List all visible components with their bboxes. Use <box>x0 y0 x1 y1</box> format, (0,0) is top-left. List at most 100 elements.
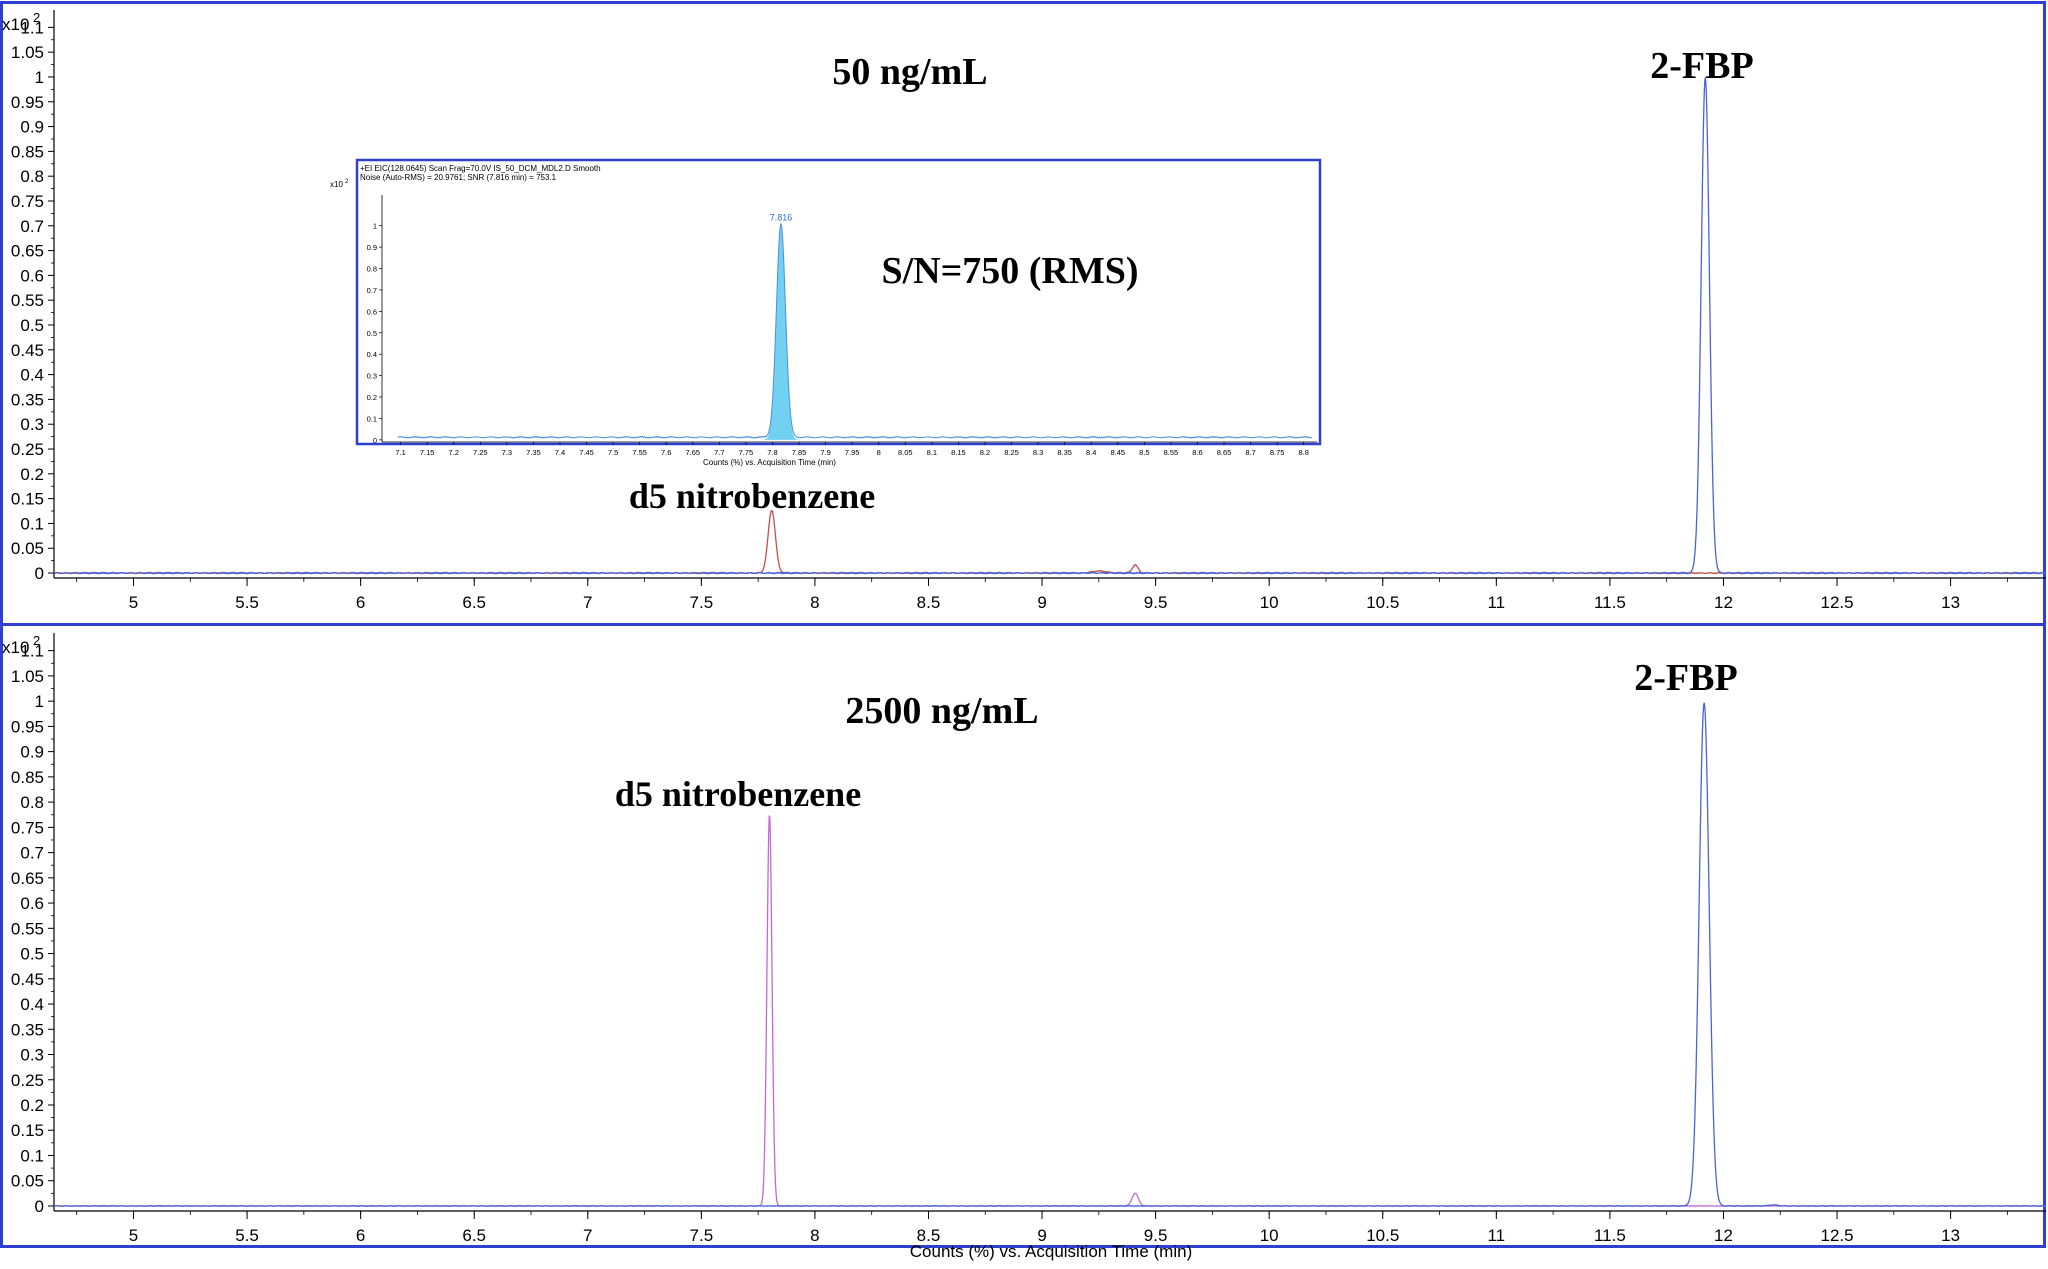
y-tick-label: 0.3 <box>20 415 44 434</box>
y-tick-label: 0.7 <box>20 217 44 236</box>
inset-peak-fill <box>760 225 802 440</box>
inset-y-tick-label: 0.8 <box>367 265 377 274</box>
y-tick-label: 0.65 <box>11 869 44 888</box>
inset-x-tick-label: 8.7 <box>1245 448 1255 457</box>
peak-label-2-fbp: 2-FBP <box>1650 45 1753 87</box>
inset-y-multiplier-exponent: 2 <box>345 179 349 185</box>
y-tick-label: 0 <box>35 1197 44 1216</box>
inset-y-tick-label: 0.6 <box>367 307 377 316</box>
inset-x-tick-label: 8.75 <box>1270 448 1285 457</box>
inset-header-line2: Noise (Auto-RMS) = 20.9761; SNR (7.816 m… <box>360 173 557 182</box>
y-tick-label: 1.1 <box>20 642 44 661</box>
y-tick-label: 1 <box>35 68 44 87</box>
inset-x-tick-label: 7.2 <box>449 448 459 457</box>
x-axis-label: Counts (%) vs. Acquisition Time (min) <box>910 1242 1192 1261</box>
x-tick-label: 9.5 <box>1144 1226 1168 1245</box>
panel-frame <box>0 623 2046 1248</box>
x-tick-label: 12 <box>1714 1226 1733 1245</box>
y-tick-label: 0.65 <box>11 242 44 261</box>
x-tick-label: 6.5 <box>462 1226 486 1245</box>
inset-x-tick-label: 7.25 <box>473 448 488 457</box>
x-tick-label: 11.5 <box>1594 1226 1626 1245</box>
inset-x-tick-label: 7.65 <box>685 448 700 457</box>
y-tick-label: 1 <box>35 692 44 711</box>
x-tick-label: 11 <box>1487 593 1505 612</box>
x-tick-label: 5 <box>129 593 138 612</box>
inset-x-tick-label: 7.45 <box>579 448 594 457</box>
inset-x-tick-label: 8.2 <box>980 448 990 457</box>
series-trace-0 <box>53 509 2047 575</box>
x-tick-label: 10.5 <box>1366 593 1399 612</box>
inset-y-tick-label: 0.9 <box>367 243 377 252</box>
inset-x-tick-label: 8.8 <box>1299 448 1309 457</box>
x-tick-label: 7.5 <box>690 593 714 612</box>
x-tick-label: 12.5 <box>1820 593 1853 612</box>
inset-x-tick-label: 8.55 <box>1164 448 1179 457</box>
inset-y-tick-label: 0.5 <box>367 329 377 338</box>
inset-frame <box>355 158 1322 446</box>
y-tick-label: 0.5 <box>20 945 44 964</box>
inset-x-tick-label: 7.55 <box>632 448 647 457</box>
y-tick-label: 0.45 <box>11 970 44 989</box>
x-tick-label: 8 <box>810 593 819 612</box>
x-tick-label: 6 <box>356 1226 365 1245</box>
x-tick-label: 5.5 <box>235 1226 259 1245</box>
y-tick-label: 0.95 <box>11 717 44 736</box>
inset-y-tick-label: 0.3 <box>367 372 377 381</box>
y-tick-label: 0.6 <box>20 894 44 913</box>
peak-label-d5-nitrobenzene: d5 nitrobenzene <box>615 774 861 814</box>
inset-x-tick-label: 8.4 <box>1086 448 1096 457</box>
inset-y-tick-label: 0.4 <box>367 350 377 359</box>
y-tick-label: 0.95 <box>11 93 44 112</box>
x-tick-label: 8 <box>810 1226 819 1245</box>
x-tick-label: 11.5 <box>1594 593 1626 612</box>
x-tick-label: 7.5 <box>690 1226 714 1245</box>
inset-x-tick-label: 7.9 <box>820 448 830 457</box>
y-tick-label: 0.8 <box>20 167 44 186</box>
peak-label-2-fbp: 2-FBP <box>1634 657 1737 699</box>
y-tick-label: 0 <box>35 564 44 583</box>
inset-x-tick-label: 7.15 <box>420 448 435 457</box>
y-tick-label: 0.75 <box>11 818 44 837</box>
x-tick-label: 12 <box>1714 593 1733 612</box>
x-tick-label: 10 <box>1260 593 1279 612</box>
y-tick-label: 0.25 <box>11 440 44 459</box>
inset-y-tick-label: 0 <box>373 436 377 445</box>
x-tick-label: 10.5 <box>1366 1226 1399 1245</box>
snr-annotation: S/N=750 (RMS) <box>881 250 1138 292</box>
y-multiplier: x10 <box>2 638 29 657</box>
y-tick-label: 0.25 <box>11 1071 44 1090</box>
inset-peak-label: 7.816 <box>770 213 793 223</box>
x-tick-label: 13 <box>1941 593 1960 612</box>
inset-y-tick-label: 0.2 <box>367 393 377 402</box>
inset-x-tick-label: 7.95 <box>845 448 860 457</box>
y-multiplier-exponent: 2 <box>33 10 40 25</box>
y-tick-label: 0.4 <box>20 366 44 385</box>
series-trace-1 <box>53 77 2047 575</box>
inset-x-tick-label: 7.8 <box>767 448 777 457</box>
y-tick-label: 0.85 <box>11 768 44 787</box>
y-tick-label: 0.7 <box>20 844 44 863</box>
y-tick-label: 1.05 <box>11 667 44 686</box>
y-tick-label: 1.1 <box>20 18 44 37</box>
y-tick-label: 0.55 <box>11 919 44 938</box>
x-tick-label: 6 <box>356 593 365 612</box>
series-trace-0 <box>53 815 2047 1207</box>
y-tick-label: 0.1 <box>20 1146 44 1165</box>
inset-x-tick-label: 7.3 <box>502 448 512 457</box>
inset-x-axis-label: Counts (%) vs. Acquisition Time (min) <box>703 458 836 467</box>
peak-label-d5-nitrobenzene: d5 nitrobenzene <box>629 476 875 516</box>
x-tick-label: 6.5 <box>462 593 486 612</box>
inset-x-tick-label: 8.45 <box>1110 448 1125 457</box>
concentration-label: 50 ng/mL <box>832 51 987 93</box>
y-multiplier-exponent: 2 <box>33 633 40 648</box>
inset-x-tick-label: 8.65 <box>1217 448 1232 457</box>
x-tick-label: 9.5 <box>1144 593 1168 612</box>
y-tick-label: 1.05 <box>11 43 44 62</box>
x-tick-label: 10 <box>1260 1226 1279 1245</box>
x-tick-label: 7 <box>583 593 592 612</box>
x-tick-label: 12.5 <box>1820 1226 1853 1245</box>
chart-2500ng: 0 0.05 0.1 0.15 0.2 0.25 0.3 0.35 0.4 0.45 0.5 0.55… <box>0 623 2047 1261</box>
x-tick-label: 7 <box>583 1226 592 1245</box>
chart-50ng: 00.050.10.150.20.250.30.350.40.450.50.55… <box>0 1 2047 626</box>
